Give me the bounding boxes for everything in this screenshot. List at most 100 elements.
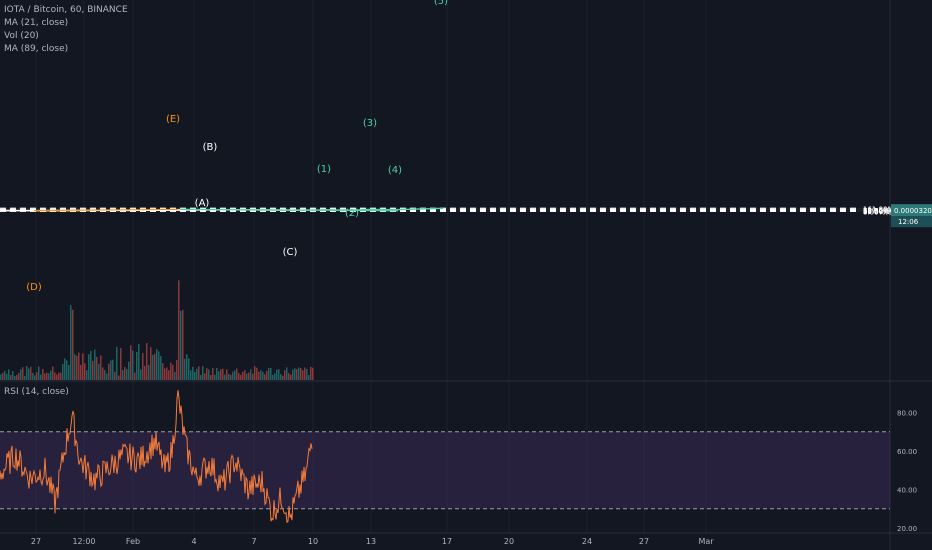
volume-bar [208,369,210,380]
volume-bar [186,354,188,380]
volume-bar [62,364,64,380]
volume-bar [92,360,94,380]
fib-level-label: 23.60%(0. [863,208,899,216]
ma21-legend[interactable]: MA (21, close) [4,18,69,28]
volume-bar [274,373,276,380]
volume-bar [308,375,310,380]
volume-bar [54,372,56,380]
volume-bar [34,375,36,380]
volume-bar [184,358,186,380]
volume-bar [148,364,150,380]
volume-bar [66,360,68,380]
symbol-title[interactable]: IOTA / Bitcoin, 60, BINANCE [4,5,128,15]
volume-bar [212,368,214,380]
volume-bar [142,353,144,380]
wave-label: (C) [283,247,298,258]
volume-bar [32,372,34,380]
volume-bar [118,375,120,380]
volume-bar [14,375,16,380]
fib-level-label: 38.20%(0. [863,208,899,216]
wave-label: (2) [345,208,359,219]
volume-bar [278,369,280,380]
time-axis[interactable]: 27 12:00 Feb 4 7 10 13 17 20 24 27 Mar [0,532,932,546]
volume-bar [300,368,302,380]
vol-legend[interactable]: Vol (20) [4,31,39,41]
volume-bar [262,371,264,380]
volume-bar [244,370,246,380]
volume-bar [88,354,90,380]
volume-bar [280,374,282,380]
volume-bar [86,370,88,380]
volume-bar [160,355,162,380]
volume-bar [158,351,160,380]
volume-bar [166,367,168,380]
volume-bar [36,372,38,380]
rsi-tick-label: 40.00 [897,487,917,495]
volume-bar [10,375,12,380]
chart-legend: IOTA / Bitcoin, 60, BINANCE MA (21, clos… [4,4,128,56]
price-axis[interactable]: 0.000020400.000022000.000024000.00002600… [891,204,932,228]
time-tick-label: Mar [698,537,714,546]
volume-bar [202,366,204,380]
time-tick-label: 12:00 [72,537,95,546]
time-tick-label: 17 [442,537,452,546]
volume-bar [218,371,220,380]
rsi-legend[interactable]: RSI (14, close) [4,387,69,397]
volume-bar [206,368,208,380]
volume-bar [152,354,154,380]
volume-bar [90,351,92,380]
volume-bar [214,374,216,380]
volume-bar [24,375,26,380]
countdown-label: 12:06 [898,218,919,226]
volume-bar [52,366,54,380]
volume-bar [96,356,98,380]
volume-bar [98,363,100,380]
volume-bar [20,369,22,380]
volume-bar [144,365,146,380]
volume-bar [100,355,102,380]
volume-bar [294,368,296,380]
volume-bar [194,372,196,380]
volume-bar [112,359,114,380]
fib-level-label: 61.80%(0. [863,207,899,215]
volume-bar [216,367,218,380]
volume-bar [156,349,158,380]
volume-bar [230,374,232,380]
volume-bar [224,374,226,380]
rsi-series [0,390,313,524]
volume-bar [256,367,258,380]
ma89-legend[interactable]: MA (89, close) [4,44,69,54]
volume-bar [60,372,62,380]
volume-bar [188,358,190,380]
volume-bar [222,368,224,380]
volume-bar [234,370,236,380]
volume-bar [298,367,300,380]
last-price-label: 0.00003205 [894,207,932,215]
volume-bar [130,345,132,380]
volume-bar [114,371,116,380]
volume-bar [182,310,184,380]
fib-level-label: 161.80%(0. [863,205,904,213]
volume-bar [228,373,230,380]
fib-level-label: 50.00%(0. [863,207,899,215]
volume-bar [162,363,164,380]
fib-level-label: 100.00%(0. [863,206,904,214]
time-tick-label: 4 [191,537,196,546]
volume-bar [4,370,6,380]
volume-bar [72,309,74,380]
volume-bar [242,372,244,380]
volume-bar [190,370,192,380]
volume-bar [248,372,250,380]
wave-label: (1) [317,164,331,175]
volume-bar [136,351,138,380]
volume-bar [170,362,172,380]
volume-bar [284,370,286,380]
volume-bar [12,371,14,380]
volume-bar [286,367,288,380]
time-tick-label: 24 [582,537,592,546]
volume-bar [94,349,96,380]
volume-bar [70,305,72,380]
volume-bar [204,373,206,380]
wave-label: (E) [166,114,180,125]
